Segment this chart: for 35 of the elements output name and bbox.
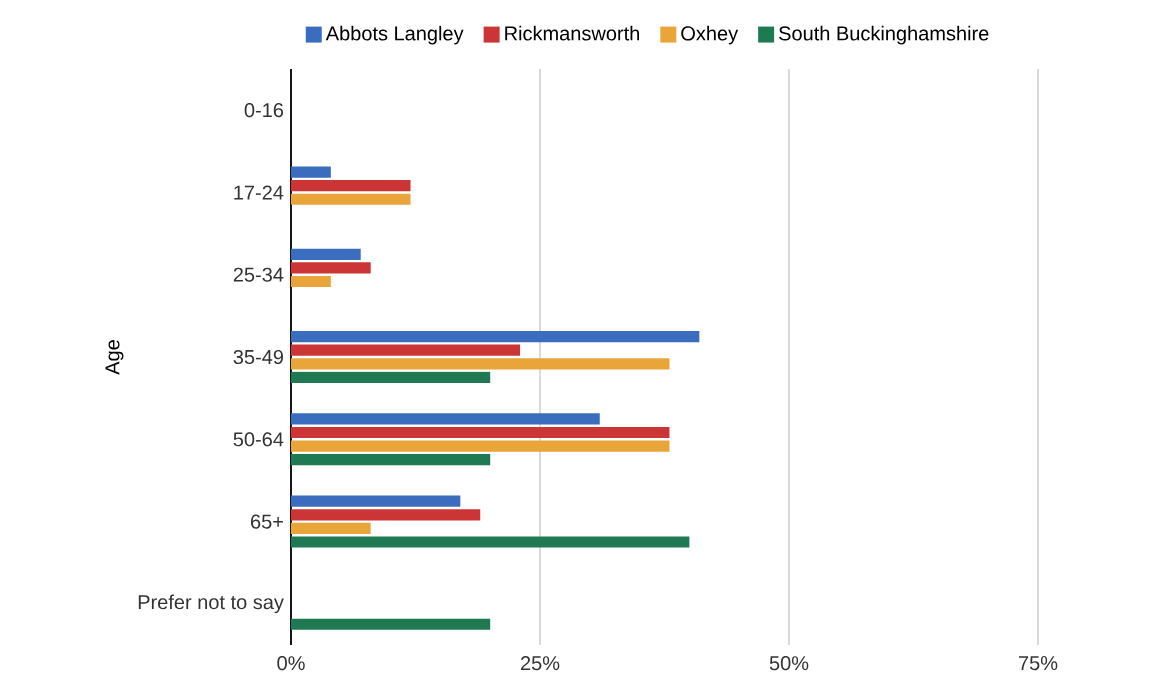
bar: [291, 440, 670, 452]
legend-label: Rickmansworth: [505, 25, 639, 41]
bar: [291, 371, 491, 384]
y-tick-label: 35-49: [233, 349, 283, 365]
legend-label: South Buckinghamshire: [779, 25, 989, 45]
bar: [291, 495, 461, 507]
y-tick-label: 50-64: [233, 432, 284, 447]
y-axis-title: Age: [105, 340, 124, 375]
bar: [291, 275, 331, 288]
y-tick-label: 65+: [251, 514, 283, 529]
bar: [291, 618, 491, 630]
x-tick-label: 50%: [769, 656, 809, 671]
legend-label: Oxhey: [681, 25, 739, 45]
y-tick-label: 0-16: [244, 103, 284, 118]
y-tick-label: 17-24: [234, 185, 284, 200]
bar: [291, 180, 411, 192]
y-tick-label: Prefer not to say: [138, 594, 284, 614]
bar: [291, 344, 521, 356]
bar: [291, 262, 371, 274]
x-tick-label: 0%: [277, 656, 305, 671]
x-tick-label: 25%: [520, 656, 560, 671]
x-tick-label: 75%: [1019, 656, 1058, 671]
bar: [291, 509, 481, 521]
bar: [291, 522, 371, 534]
bar: [291, 248, 361, 260]
bar: [291, 166, 331, 178]
bar: [291, 426, 670, 439]
bar: [291, 331, 700, 343]
bar: [291, 454, 491, 466]
y-tick-label: 25-34: [233, 267, 284, 282]
bar: [291, 193, 411, 205]
legend-label: Abbots Langley: [325, 25, 464, 45]
bar: [291, 536, 690, 548]
bar: [291, 413, 600, 425]
bar: [291, 358, 670, 370]
